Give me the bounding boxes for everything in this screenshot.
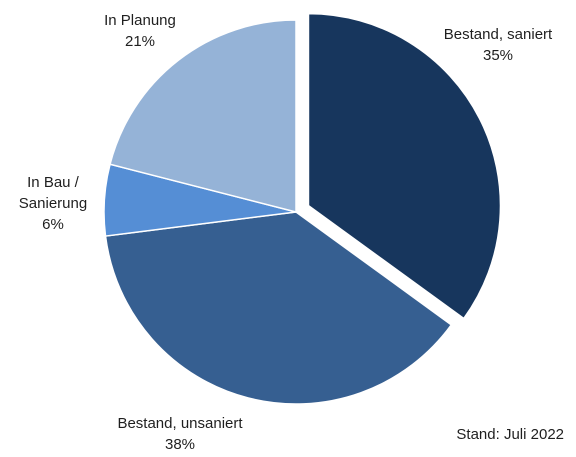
slice-label-bestand-unsaniert: Bestand, unsaniert 38% bbox=[95, 413, 265, 455]
slice-percent: 38% bbox=[164, 436, 196, 453]
slice-label-text: Bestand, saniert bbox=[443, 26, 553, 43]
pie-slice-in-planung bbox=[109, 19, 297, 213]
slice-label-text: In Planung bbox=[104, 12, 176, 29]
slice-percent: 35% bbox=[482, 47, 514, 64]
pie-slice-bestand-saniert bbox=[307, 12, 502, 320]
slice-label-text-line1: In Bau / bbox=[27, 174, 79, 191]
slice-label-in-planung: In Planung 21% bbox=[80, 10, 200, 52]
slice-percent: 21% bbox=[124, 33, 156, 50]
slice-percent: 6% bbox=[42, 216, 64, 233]
slice-label-text-line2: Sanierung bbox=[18, 195, 88, 212]
slice-label-in-bau-sanierung: In Bau / Sanierung 6% bbox=[6, 172, 100, 235]
slice-label-text: Bestand, unsaniert bbox=[117, 415, 243, 432]
footnote-date: Stand: Juli 2022 bbox=[456, 426, 564, 443]
slice-label-bestand-saniert: Bestand, saniert 35% bbox=[428, 24, 568, 66]
pie-slice-bestand-unsaniert bbox=[104, 211, 453, 405]
